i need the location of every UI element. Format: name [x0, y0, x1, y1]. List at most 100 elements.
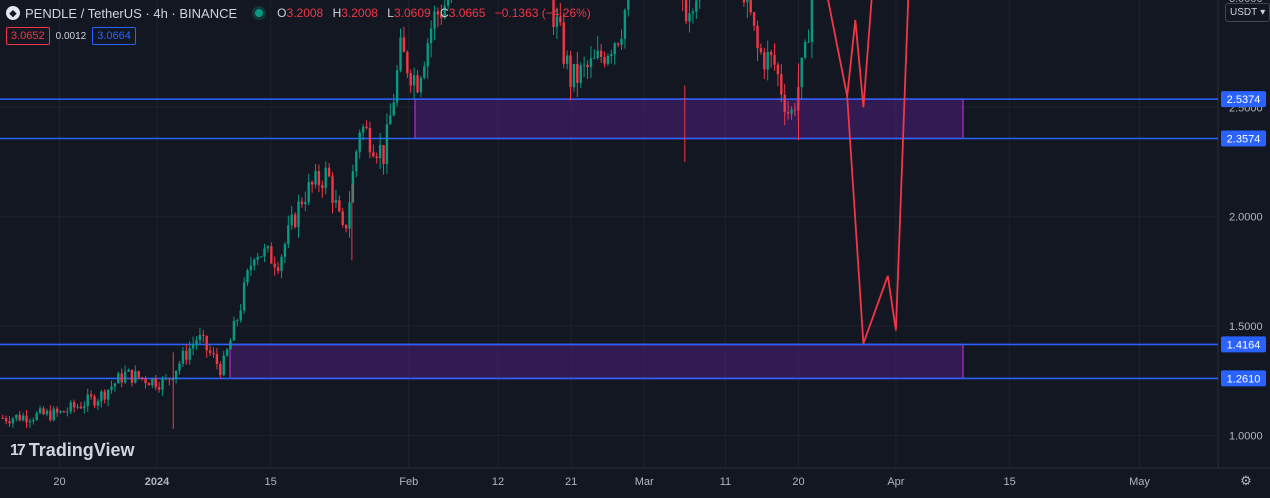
buy-sell-panel: 3.0652 0.0012 3.0664	[6, 27, 136, 45]
candle-body	[368, 128, 372, 153]
candle-body	[66, 411, 69, 413]
currency-button[interactable]: USDT ▾	[1225, 3, 1270, 22]
candle-body	[55, 408, 59, 413]
level-price-label-bg	[1221, 91, 1266, 108]
candle-body	[96, 401, 100, 406]
level-price-label: 1.4164	[1227, 339, 1261, 351]
candle-body	[623, 9, 627, 39]
candle-body	[198, 334, 202, 341]
time-tick-label: May	[1129, 476, 1150, 488]
candle-body	[59, 411, 62, 413]
projection	[827, 0, 910, 344]
candle-body	[749, 0, 752, 13]
candle-body	[759, 48, 763, 53]
scenario-arrow-path	[846, 0, 910, 344]
candle-body	[589, 58, 593, 68]
candle-body	[572, 63, 576, 88]
candle-body	[327, 167, 331, 177]
symbol-title[interactable]: PENDLE / TetherUS · 4h · BINANCE	[25, 5, 238, 21]
candle-body	[324, 167, 327, 189]
candle-body	[793, 109, 797, 111]
candle-body	[239, 310, 242, 321]
candle-body	[810, 0, 814, 42]
market-status-icon	[255, 9, 264, 17]
candle-body	[123, 371, 127, 383]
candle-body	[280, 256, 283, 271]
candle-body	[188, 348, 191, 360]
candle-body	[423, 66, 426, 78]
settings-gear-icon[interactable]: ⚙	[1240, 473, 1252, 488]
candle-body	[86, 394, 89, 407]
candle-body	[178, 363, 181, 371]
candle-body	[249, 265, 253, 271]
candle-body	[365, 126, 368, 129]
time-axis: 20 2024 15 Feb 12 21 Mar 11 20 Apr 15 May	[53, 476, 1150, 488]
candle-body	[606, 55, 610, 64]
candle-body	[586, 64, 589, 68]
candle-body	[620, 38, 623, 45]
candle-body	[181, 350, 185, 364]
candle-body	[627, 0, 630, 10]
time-tick-label: Mar	[635, 476, 654, 488]
candle-body	[42, 408, 45, 415]
candle-body	[253, 259, 256, 266]
candle-body	[161, 378, 164, 390]
candle-body	[222, 355, 225, 376]
pendle-logo-icon: ◆	[6, 6, 20, 20]
sell-price-button[interactable]: 3.0652	[6, 27, 50, 45]
candle-body	[378, 145, 382, 159]
candle-body	[106, 389, 110, 400]
candle-body	[409, 73, 412, 86]
candle-body	[62, 411, 66, 413]
projection-arrow-path	[827, 0, 873, 108]
candle-body	[695, 0, 698, 12]
time-tick-label: 20	[53, 476, 65, 488]
candle-body	[412, 75, 416, 86]
candle-body	[436, 11, 440, 15]
candle-body	[766, 51, 769, 70]
candle-body	[613, 43, 616, 55]
candle-body	[304, 202, 307, 205]
candle-body	[72, 402, 76, 408]
candle-body	[157, 387, 161, 390]
candle-body	[576, 63, 579, 83]
zones	[229, 98, 964, 380]
candle-body	[443, 5, 446, 18]
candles	[1, 0, 814, 429]
candle-body	[562, 22, 565, 64]
level-price-label-bg	[1221, 130, 1266, 147]
candle-body	[691, 11, 695, 14]
candle-body	[15, 414, 18, 419]
candle-body	[219, 364, 222, 376]
candle-body	[287, 225, 290, 245]
candle-body	[688, 13, 691, 22]
candle-body	[355, 151, 358, 172]
level-price-label: 2.5374	[1227, 94, 1261, 106]
candle-body	[229, 340, 232, 350]
tradingview-logo-icon: 17	[10, 441, 26, 459]
buy-price-button[interactable]: 3.0664	[92, 27, 136, 45]
candle-body	[1, 417, 4, 419]
candle-body	[402, 37, 406, 53]
candle-body	[83, 406, 86, 409]
candle-body	[49, 410, 52, 421]
time-tick-label: 15	[265, 476, 277, 488]
candle-body	[773, 54, 776, 65]
level-price-label-bg	[1221, 336, 1266, 353]
candle-body	[246, 270, 249, 283]
candle-body	[395, 70, 399, 103]
candle-body	[164, 378, 168, 380]
candle-body	[307, 181, 310, 203]
candle-body	[742, 0, 746, 3]
candle-body	[151, 378, 154, 386]
candle-body	[120, 373, 123, 383]
candle-body	[263, 248, 266, 257]
time-tick-label: 11	[720, 476, 731, 488]
candle-body	[236, 320, 239, 322]
candle-body	[559, 16, 562, 23]
candle-body	[603, 57, 606, 64]
levels	[0, 98, 1218, 380]
